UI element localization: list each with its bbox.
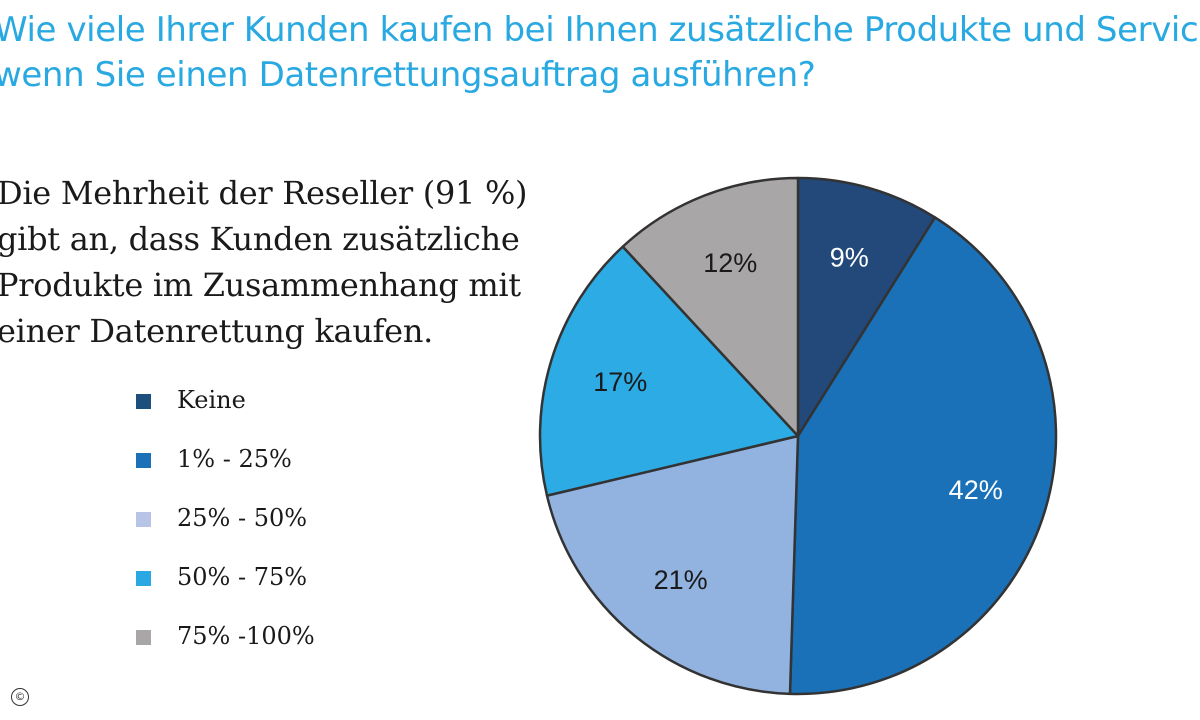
pie-slice-3 xyxy=(538,245,800,497)
legend-label: Keine xyxy=(177,386,246,414)
chart-title-line-2: wenn Sie einen Datenrettungsauftrag ausf… xyxy=(0,55,816,95)
legend-swatch xyxy=(136,453,151,468)
legend-label: 25% - 50% xyxy=(177,504,308,532)
legend-swatch xyxy=(136,394,151,409)
legend-item-keine: Keine xyxy=(136,380,396,439)
chart-legend: Keine 1% - 25% 25% - 50% 50% - 75% 75% -… xyxy=(136,380,396,675)
copyright-icon: © xyxy=(11,688,29,706)
legend-item-25-50: 25% - 50% xyxy=(136,498,396,557)
legend-item-75-100: 75% -100% xyxy=(136,616,396,675)
legend-label: 1% - 25% xyxy=(177,445,292,473)
pie-slice-label-3: 17% xyxy=(593,367,647,397)
legend-swatch xyxy=(136,512,151,527)
legend-item-1-25: 1% - 25% xyxy=(136,439,396,498)
pie-slice-label-2: 21% xyxy=(654,565,708,595)
pie-slice-4 xyxy=(621,176,800,438)
legend-label: 75% -100% xyxy=(177,622,315,650)
legend-swatch xyxy=(136,630,151,645)
legend-item-50-75: 50% - 75% xyxy=(136,557,396,616)
pie-slice-label-1: 42% xyxy=(949,475,1003,505)
legend-swatch xyxy=(136,571,151,586)
summary-text: Die Mehrheit der Reseller (91 %) gibt an… xyxy=(0,170,537,354)
pie-slice-label-4: 12% xyxy=(703,248,757,278)
chart-title: Wie viele Ihrer Kunden kaufen bei Ihnen … xyxy=(0,8,1200,98)
pie-slice-label-0: 9% xyxy=(830,243,869,273)
pie-slice-0 xyxy=(796,176,937,438)
pie-slice-2 xyxy=(545,434,800,696)
summary-line-3: Produkte im Zusammenhang mit xyxy=(0,266,521,304)
legend-label: 50% - 75% xyxy=(177,563,308,591)
summary-line-1: Die Mehrheit der Reseller (91 %) xyxy=(0,174,528,212)
chart-title-line-1: Wie viele Ihrer Kunden kaufen bei Ihnen … xyxy=(0,10,1200,50)
summary-line-2: gibt an, dass Kunden zusätzliche xyxy=(0,220,520,258)
summary-line-4: einer Datenrettung kaufen. xyxy=(0,312,433,350)
pie-slice-1 xyxy=(788,216,1058,696)
